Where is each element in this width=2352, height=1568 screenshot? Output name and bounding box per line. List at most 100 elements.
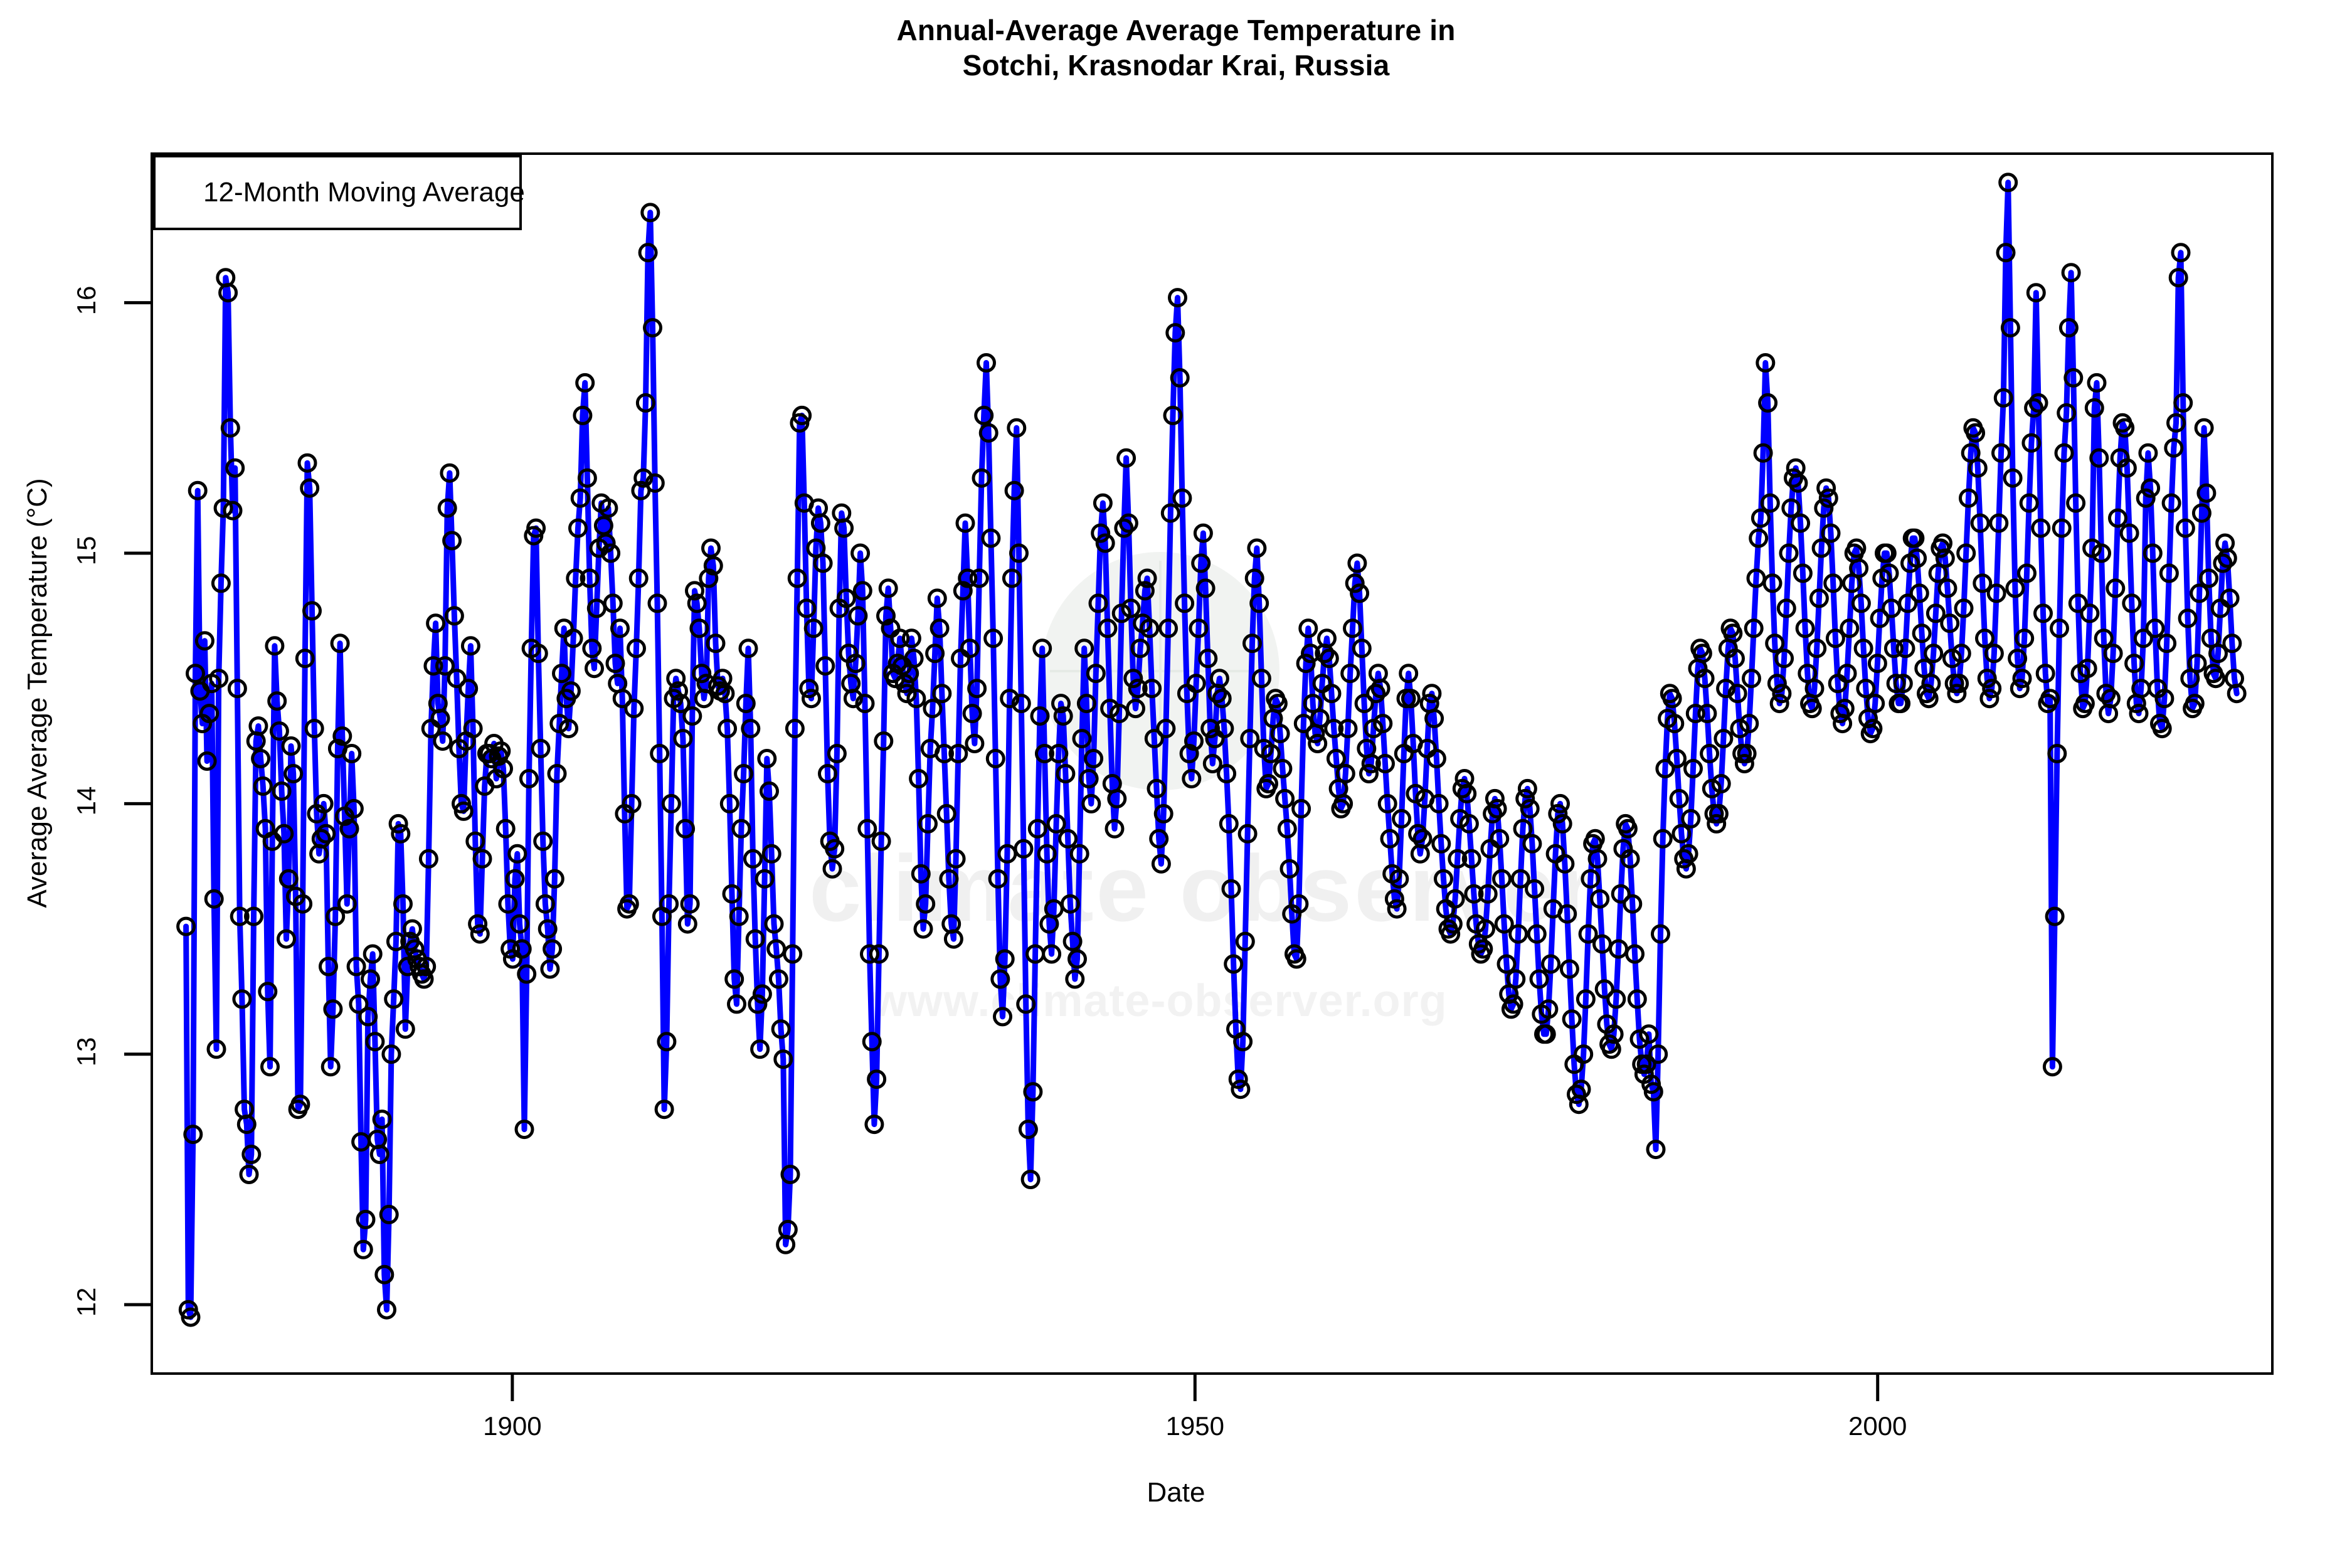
data-point (356, 1209, 376, 1229)
data-point (972, 468, 992, 488)
data-point (1156, 719, 1176, 739)
data-point (2122, 593, 2142, 613)
data-point (1457, 783, 1477, 803)
data-point (1837, 664, 1857, 684)
data-point (752, 984, 772, 1004)
data-point (1308, 734, 1328, 753)
data-point (2063, 368, 2084, 388)
data-point (699, 568, 719, 588)
data-point (1574, 1044, 1594, 1064)
data-point (860, 944, 879, 964)
data-point (1791, 513, 1811, 533)
data-point (363, 944, 383, 964)
data-point (1319, 649, 1339, 669)
data-point (1909, 583, 1929, 603)
data-point (379, 1204, 399, 1224)
data-point (974, 405, 994, 425)
data-point (1578, 924, 1598, 944)
data-point (1522, 834, 1542, 854)
data-point (874, 731, 894, 751)
data-point (1076, 694, 1096, 714)
data-point (953, 581, 973, 601)
data-point (251, 749, 271, 768)
data-point (241, 1145, 262, 1164)
data-point (2021, 433, 2042, 453)
data-point (1494, 914, 1514, 934)
data-point (1037, 844, 1057, 864)
data-point (568, 518, 588, 538)
data-point (806, 538, 826, 558)
data-point (1776, 598, 1796, 618)
y-tick-label: 14 (72, 787, 101, 816)
data-point (2213, 553, 2233, 573)
data-point (274, 824, 294, 844)
data-point (342, 744, 362, 763)
data-point (1247, 538, 1267, 558)
data-point (204, 889, 224, 909)
data-point (1968, 458, 1988, 478)
data-point (1513, 818, 1533, 839)
data-point (764, 914, 784, 934)
data-point (2124, 654, 2144, 674)
data-point (1678, 844, 1698, 864)
data-point (965, 734, 985, 753)
data-point (1380, 829, 1400, 849)
data-point (1506, 969, 1526, 989)
data-point (1683, 759, 1703, 778)
data-point (680, 894, 700, 914)
data-point (1426, 749, 1446, 768)
data-point (1422, 684, 1442, 704)
data-point (1466, 914, 1486, 934)
data-point (635, 393, 655, 413)
data-point (1326, 749, 1346, 768)
data-point (1114, 518, 1134, 538)
data-point (1429, 793, 1449, 813)
data-point (1585, 829, 1605, 849)
data-point (1286, 949, 1306, 969)
data-point (1562, 1009, 1582, 1029)
data-point (2066, 493, 2086, 513)
data-point (1058, 829, 1078, 849)
data-point (1279, 859, 1300, 879)
data-point (2068, 593, 2088, 613)
data-point (825, 839, 845, 859)
data-point (803, 618, 824, 638)
data-point (2161, 493, 2181, 513)
data-point (2175, 518, 2195, 538)
data-point (2164, 438, 2184, 458)
data-point (2082, 538, 2102, 558)
data-point (1093, 493, 1113, 513)
data-point (1142, 679, 1162, 699)
data-point (2015, 628, 2035, 649)
data-point (1184, 731, 1204, 751)
data-point (1359, 764, 1379, 783)
data-point (2077, 659, 2097, 679)
data-point (1273, 759, 1293, 778)
data-point (1123, 669, 1143, 689)
data-point (1195, 578, 1216, 598)
data-point (1049, 744, 1069, 763)
data-point (1151, 854, 1171, 874)
data-point (605, 654, 625, 674)
data-point (1798, 664, 1818, 684)
data-point (603, 593, 623, 613)
data-point (1424, 709, 1444, 729)
data-point (323, 999, 343, 1019)
data-point (1338, 719, 1358, 739)
data-point (1711, 774, 1731, 793)
data-point (1814, 498, 1834, 518)
data-point (440, 463, 460, 483)
data-point (1590, 889, 1610, 909)
data-point (661, 793, 681, 813)
data-point (1062, 931, 1083, 951)
data-point (633, 468, 654, 488)
data-point (580, 568, 600, 588)
data-point (1100, 699, 1120, 719)
data-point (1823, 573, 1843, 593)
data-point (544, 869, 564, 889)
data-point (1503, 994, 1523, 1014)
data-point (647, 593, 667, 613)
data-point (1030, 706, 1050, 726)
data-point (2222, 633, 2242, 654)
data-point (505, 869, 525, 889)
